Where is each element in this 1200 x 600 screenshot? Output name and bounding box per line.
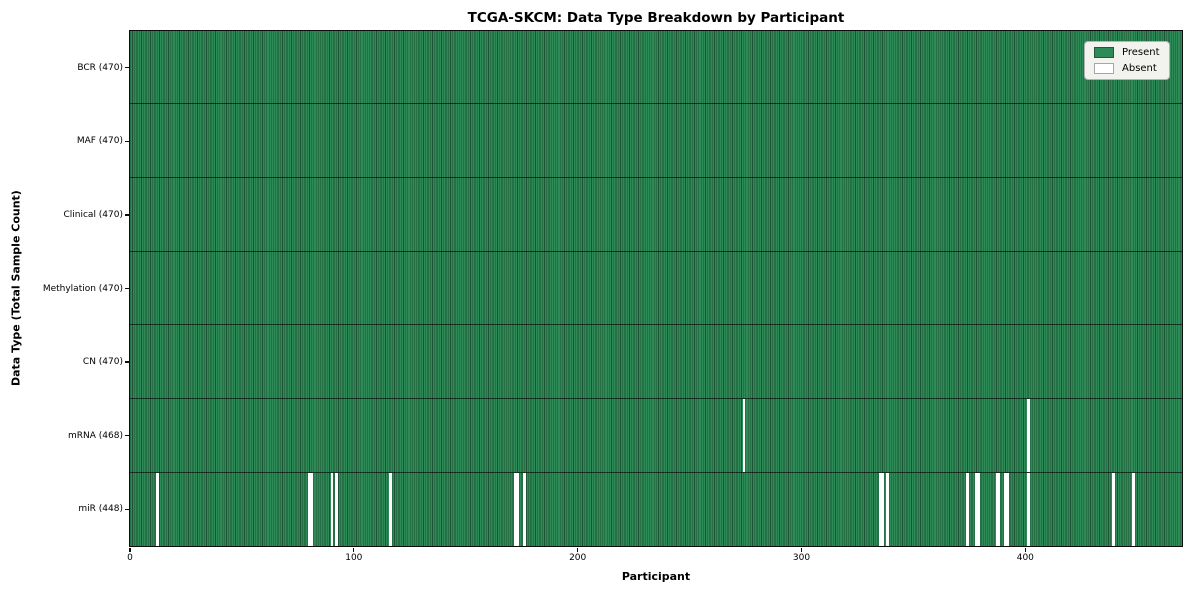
absent-stripe: [388, 472, 392, 546]
x-axis-label: Participant: [621, 570, 691, 583]
absent-stripe: [977, 472, 981, 546]
absent-stripe: [1132, 472, 1135, 546]
present-swatch: [1094, 47, 1114, 58]
y-tick-label: Clinical (470): [63, 209, 123, 220]
absent-stripe: [1111, 472, 1115, 546]
absent-stripe: [885, 472, 889, 546]
absent-swatch: [1094, 63, 1114, 74]
y-tick-label: MAF (470): [76, 136, 123, 147]
legend-item-absent: Absent: [1094, 63, 1160, 74]
absent-stripe: [1026, 472, 1030, 546]
y-tick-mark: [125, 67, 129, 69]
y-tick-label: CN (470): [82, 357, 123, 368]
x-tick-label: 200: [569, 553, 587, 563]
x-tick-mark: [129, 547, 131, 552]
absent-stripe: [879, 472, 882, 546]
x-tick-mark: [1024, 547, 1026, 552]
x-tick-label: 100: [345, 553, 363, 563]
absent-stripe: [514, 472, 518, 546]
x-tick-label: 400: [1016, 553, 1034, 563]
y-tick-label: Methylation (470): [42, 283, 123, 294]
absent-stripe: [308, 472, 312, 546]
absent-stripe: [966, 472, 970, 546]
absent-stripe: [1026, 399, 1030, 472]
absent-stripe: [156, 472, 159, 546]
heatmap-row-MAF: [129, 103, 1182, 177]
legend-label-absent: Absent: [1122, 63, 1157, 74]
absent-stripe: [310, 472, 314, 546]
heatmap-row-BCR: [129, 30, 1182, 104]
chart-title: TCGA-SKCM: Data Type Breakdown by Partic…: [467, 10, 845, 26]
absent-stripe: [995, 472, 999, 546]
x-tick-mark: [577, 547, 579, 552]
y-tick-label: mRNA (468): [68, 430, 123, 441]
x-tick-mark: [800, 547, 803, 552]
plot-area: [128, 29, 1183, 547]
heatmap-row-mRNA: [129, 398, 1182, 472]
absent-stripe: [975, 472, 979, 546]
y-tick-mark: [125, 361, 129, 363]
y-tick-label: miR (448): [78, 504, 123, 515]
legend: Present Absent: [1084, 41, 1170, 80]
heatmap-row-Methylation: [129, 250, 1182, 325]
absent-stripe: [516, 472, 520, 546]
heatmap-row-miR: [129, 471, 1182, 546]
absent-stripe: [523, 472, 526, 546]
legend-label-present: Present: [1122, 47, 1160, 58]
y-tick-mark: [125, 140, 129, 142]
absent-stripe: [1006, 472, 1010, 546]
y-tick-mark: [125, 435, 129, 437]
legend-item-present: Present: [1094, 47, 1160, 58]
y-tick-mark: [125, 287, 129, 290]
heatmap-row-Clinical: [129, 176, 1182, 251]
absent-stripe: [881, 472, 885, 546]
x-tick-label: 0: [127, 553, 133, 563]
absent-stripe: [330, 472, 334, 546]
absent-stripe: [335, 472, 338, 546]
x-tick-mark: [353, 547, 355, 552]
absent-stripe: [742, 399, 746, 472]
absent-stripe: [1004, 472, 1008, 546]
x-tick-label: 300: [792, 553, 811, 563]
y-axis-tick-labels: BCR (470) MAF (470) Clinical (470) Methylat…: [0, 31, 123, 546]
heatmap-row-CN: [129, 324, 1182, 399]
y-tick-mark: [125, 214, 129, 216]
absent-stripe: [997, 472, 1001, 546]
y-tick-label: BCR (470): [77, 62, 123, 73]
y-tick-mark: [125, 508, 129, 510]
